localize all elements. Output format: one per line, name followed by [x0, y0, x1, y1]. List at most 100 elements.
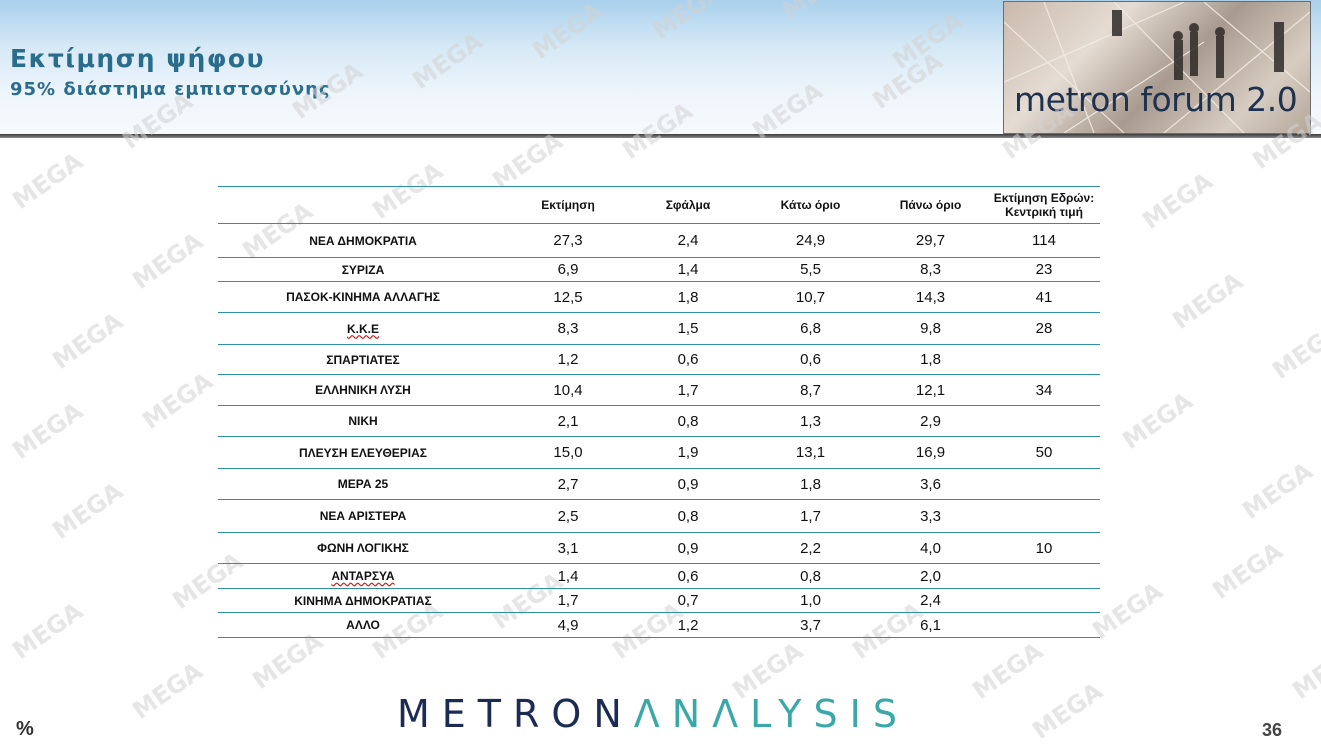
seats-cell	[988, 405, 1100, 437]
party-name-cell: ΦΩΝΗ ΛΟΓΙΚΗΣ	[218, 532, 508, 564]
error-cell: 0,8	[628, 405, 748, 437]
party-name-cell: ΣΥΡΙΖΑ	[218, 257, 508, 282]
logo-text: metron forum 2.0	[1014, 80, 1298, 119]
mega-watermark: MEGA	[1137, 167, 1218, 235]
upper-bound-cell: 14,3	[873, 281, 988, 313]
mega-watermark: MEGA	[1027, 677, 1108, 745]
party-name: Κ.Κ.Ε	[346, 321, 379, 336]
seats-cell	[988, 612, 1100, 638]
table-row: ΑΝΤΑΡΣΥΑ 1,4 0,6 0,8 2,0	[218, 563, 1100, 589]
estimate-cell: 1,7	[508, 588, 628, 613]
lower-bound-cell: 24,9	[748, 223, 873, 258]
party-name: ΜΕΡΑ 25	[337, 477, 389, 491]
party-name: ΣΥΡΙΖΑ	[341, 262, 385, 277]
mega-watermark: MEGA	[1287, 637, 1321, 705]
table-row: ΑΛΛΟ 4,9 1,2 3,7 6,1	[218, 612, 1100, 638]
party-name-cell: ΑΝΤΑΡΣΥΑ	[218, 563, 508, 589]
metron-analysis-logo: METRONΛNΛLYSIS	[397, 692, 909, 736]
lower-bound-cell: 1,3	[748, 405, 873, 437]
error-column-header: Σφάλμα	[628, 186, 748, 224]
seats-cell: 28	[988, 312, 1100, 345]
upper-bound-cell: 3,6	[873, 468, 988, 500]
lower-bound-cell: 2,2	[748, 532, 873, 564]
party-name-cell: ΣΠΑΡΤΙΑΤΕΣ	[218, 344, 508, 375]
lower-bound-column-header: Κάτω όριο	[748, 186, 873, 224]
party-name-cell: ΝΙΚΗ	[218, 405, 508, 437]
estimate-cell: 12,5	[508, 281, 628, 313]
estimate-cell: 2,7	[508, 468, 628, 500]
error-cell: 1,2	[628, 612, 748, 638]
party-name-cell: ΝΕΑ ΔΗΜΟΚΡΑΤΙΑ	[218, 223, 508, 258]
party-name: ΑΛΛΟ	[346, 618, 380, 632]
page-number: 36	[1262, 720, 1283, 740]
table-row: ΝΕΑ ΑΡΙΣΤΕΡΑ 2,5 0,8 1,7 3,3	[218, 499, 1100, 533]
estimate-cell: 10,4	[508, 374, 628, 406]
brand-metron: METRON	[397, 692, 634, 736]
table-row: ΜΕΡΑ 25 2,7 0,9 1,8 3,6	[218, 468, 1100, 500]
estimate-cell: 1,4	[508, 563, 628, 589]
seats-cell	[988, 499, 1100, 533]
table-row: ΣΠΑΡΤΙΑΤΕΣ 1,2 0,6 0,6 1,8	[218, 344, 1100, 375]
seats-cell: 50	[988, 436, 1100, 469]
error-cell: 0,9	[628, 532, 748, 564]
mega-watermark: MEGA	[1267, 317, 1321, 385]
error-cell: 1,9	[628, 436, 748, 469]
table-row: ΣΥΡΙΖΑ 6,9 1,4 5,5 8,3 23	[218, 257, 1100, 282]
estimate-cell: 1,2	[508, 344, 628, 375]
seats-cell: 41	[988, 281, 1100, 313]
party-name-cell: ΑΛΛΟ	[218, 612, 508, 638]
lower-bound-cell: 3,7	[748, 612, 873, 638]
lower-bound-cell: 0,8	[748, 563, 873, 589]
seats-cell: 34	[988, 374, 1100, 406]
upper-bound-cell: 3,3	[873, 499, 988, 533]
estimate-cell: 8,3	[508, 312, 628, 345]
party-name-cell: ΝΕΑ ΑΡΙΣΤΕΡΑ	[218, 499, 508, 533]
mega-watermark: MEGA	[7, 147, 88, 215]
error-cell: 0,6	[628, 563, 748, 589]
vote-estimate-table: Εκτίμηση Σφάλμα Κάτω όριο Πάνω όριο Εκτί…	[218, 186, 1100, 638]
party-name: ΑΝΤΑΡΣΥΑ	[331, 569, 395, 583]
lower-bound-cell: 6,8	[748, 312, 873, 345]
estimate-column-header: Εκτίμηση	[508, 186, 628, 224]
seats-cell	[988, 588, 1100, 613]
party-name-cell: ΚΙΝΗΜΑ ΔΗΜΟΚΡΑΤΙΑΣ	[218, 588, 508, 613]
mega-watermark: MEGA	[7, 397, 88, 465]
mega-watermark: MEGA	[127, 227, 208, 295]
upper-bound-cell: 4,0	[873, 532, 988, 564]
lower-bound-cell: 1,0	[748, 588, 873, 613]
party-name-cell: Κ.Κ.Ε	[218, 312, 508, 345]
lower-bound-cell: 5,5	[748, 257, 873, 282]
upper-bound-cell: 9,8	[873, 312, 988, 345]
upper-bound-cell: 12,1	[873, 374, 988, 406]
percent-label: %	[16, 718, 34, 740]
lower-bound-cell: 1,7	[748, 499, 873, 533]
table-header-row: Εκτίμηση Σφάλμα Κάτω όριο Πάνω όριο Εκτί…	[218, 186, 1100, 224]
party-name-cell: ΠΛΕΥΣΗ ΕΛΕΥΘΕΡΙΑΣ	[218, 436, 508, 469]
brand-analysis: ΛNΛLYSIS	[633, 692, 909, 736]
table-row: ΦΩΝΗ ΛΟΓΙΚΗΣ 3,1 0,9 2,2 4,0 10	[218, 532, 1100, 564]
party-name: ΠΛΕΥΣΗ ΕΛΕΥΘΕΡΙΑΣ	[299, 445, 427, 460]
lower-bound-cell: 8,7	[748, 374, 873, 406]
table-row: ΝΙΚΗ 2,1 0,8 1,3 2,9	[218, 405, 1100, 437]
estimate-cell: 15,0	[508, 436, 628, 469]
seats-cell	[988, 344, 1100, 375]
metron-forum-logo: metron forum 2.0	[1003, 1, 1311, 134]
error-cell: 1,5	[628, 312, 748, 345]
mega-watermark: MEGA	[137, 367, 218, 435]
header-divider	[0, 134, 1321, 138]
error-cell: 1,8	[628, 281, 748, 313]
party-name: ΝΙΚΗ	[348, 414, 378, 428]
mega-watermark: MEGA	[1207, 537, 1288, 605]
party-column-header	[218, 186, 508, 224]
lower-bound-cell: 13,1	[748, 436, 873, 469]
mega-watermark: MEGA	[1117, 387, 1198, 455]
error-cell: 2,4	[628, 223, 748, 258]
table-row: ΚΙΝΗΜΑ ΔΗΜΟΚΡΑΤΙΑΣ 1,7 0,7 1,0 2,4	[218, 588, 1100, 613]
mega-watermark: MEGA	[47, 307, 128, 375]
party-name: ΝΕΑ ΑΡΙΣΤΕΡΑ	[319, 509, 407, 523]
error-cell: 0,8	[628, 499, 748, 533]
lower-bound-cell: 0,6	[748, 344, 873, 375]
estimate-cell: 3,1	[508, 532, 628, 564]
seats-column-header: Εκτίμηση Εδρών: Κεντρική τιμή	[988, 186, 1100, 224]
upper-bound-cell: 6,1	[873, 612, 988, 638]
